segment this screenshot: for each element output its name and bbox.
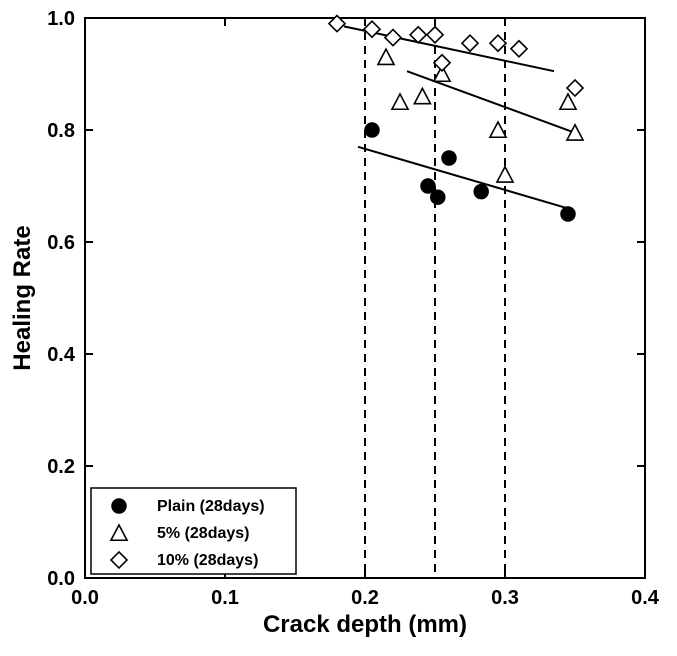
- legend-label: Plain (28days): [157, 498, 265, 515]
- y-axis-label: Healing Rate: [9, 225, 36, 370]
- scatter-chart: 0.0 0.1 0.2 0.3 0.4 0.0 0.2 0.4 0.6 0.8 1.0 Crack d…: [0, 0, 677, 656]
- y-tick-label: 0.0: [47, 568, 75, 590]
- y-tick-label: 1.0: [47, 8, 75, 30]
- y-tick-label: 0.4: [47, 344, 76, 366]
- x-tick-label: 0.1: [211, 587, 239, 609]
- legend-label: 5% (28days): [157, 525, 250, 542]
- legend-label: 10% (28days): [157, 552, 258, 569]
- x-axis-label: Crack depth (mm): [263, 611, 467, 638]
- y-tick-label: 0.8: [47, 120, 75, 142]
- x-tick-label: 0.4: [631, 587, 660, 609]
- x-tick-label: 0.3: [491, 587, 519, 609]
- x-tick-label: 0.0: [71, 587, 99, 609]
- y-tick-label: 0.2: [47, 456, 75, 478]
- x-tick-label: 0.2: [351, 587, 379, 609]
- chart-container: 0.0 0.1 0.2 0.3 0.4 0.0 0.2 0.4 0.6 0.8 1.0 Crack d…: [0, 0, 677, 656]
- y-tick-label: 0.6: [47, 232, 75, 254]
